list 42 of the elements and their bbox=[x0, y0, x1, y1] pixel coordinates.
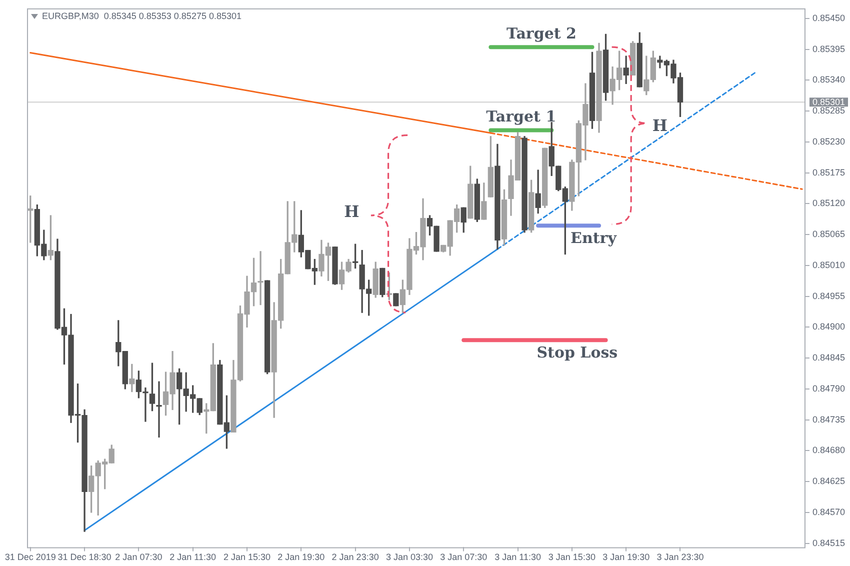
series-label: Target 2 bbox=[506, 24, 576, 43]
y-tick-label: 0.85120 bbox=[812, 198, 846, 208]
series-label: Stop Loss bbox=[536, 343, 618, 362]
x-tick-label: 3 Jan 19:30 bbox=[602, 552, 650, 562]
y-tick-label: 0.85065 bbox=[812, 229, 846, 240]
candlestick bbox=[156, 381, 162, 438]
x-tick-label: 3 Jan 23:30 bbox=[656, 552, 704, 562]
y-tick-label: 0.85285 bbox=[812, 106, 846, 116]
x-tick-label: 2 Jan 07:30 bbox=[115, 552, 162, 562]
y-tick-label: 0.84735 bbox=[812, 414, 846, 424]
y-tick-label: 0.84570 bbox=[812, 506, 846, 517]
x-tick-label: 2 Jan 15:30 bbox=[223, 552, 271, 562]
x-tick-label: 3 Jan 03:30 bbox=[386, 552, 433, 562]
x-tick-label: 31 Dec 18:30 bbox=[58, 552, 112, 562]
y-tick-label: 0.84845 bbox=[812, 352, 846, 363]
y-tick-label: 0.85395 bbox=[812, 44, 846, 54]
y-tick-label: 0.85230 bbox=[812, 136, 846, 146]
y-tick-label: 0.84900 bbox=[812, 322, 846, 332]
annotation: H bbox=[651, 115, 669, 138]
x-tick-label: 2 Jan 11:30 bbox=[170, 552, 216, 562]
series-label: Entry bbox=[570, 228, 618, 247]
y-tick-label: 0.84515 bbox=[812, 538, 846, 548]
x-tick-label: 2 Jan 19:30 bbox=[278, 552, 325, 562]
ref-line-label: 0.85301 bbox=[812, 97, 846, 108]
x-tick-label: 31 Dec 2019 bbox=[4, 552, 56, 562]
y-tick-label: 0.85340 bbox=[812, 74, 846, 85]
y-tick-label: 0.85175 bbox=[812, 167, 846, 178]
y-tick-label: 0.85010 bbox=[812, 260, 846, 270]
x-tick-label: 3 Jan 07:30 bbox=[440, 552, 488, 562]
y-tick-label: 0.84790 bbox=[812, 383, 846, 394]
y-tick-label: 0.84955 bbox=[812, 290, 846, 301]
y-tick-label: 0.84680 bbox=[812, 445, 846, 456]
x-tick-label: 3 Jan 15:30 bbox=[548, 552, 596, 562]
y-tick-label: 0.84625 bbox=[812, 476, 846, 486]
annotation: H bbox=[343, 201, 360, 224]
y-tick-label: 0.85450 bbox=[812, 12, 846, 23]
x-tick-label: 3 Jan 11:30 bbox=[494, 552, 541, 562]
series-label: Target 1 bbox=[486, 108, 556, 126]
candlestick bbox=[129, 364, 135, 392]
x-tick-label: 2 Jan 23:30 bbox=[332, 552, 379, 562]
chart-title: EURGBP,M30 0.85345 0.85353 0.85275 0.85301 bbox=[42, 11, 242, 22]
candlestick bbox=[258, 251, 264, 306]
